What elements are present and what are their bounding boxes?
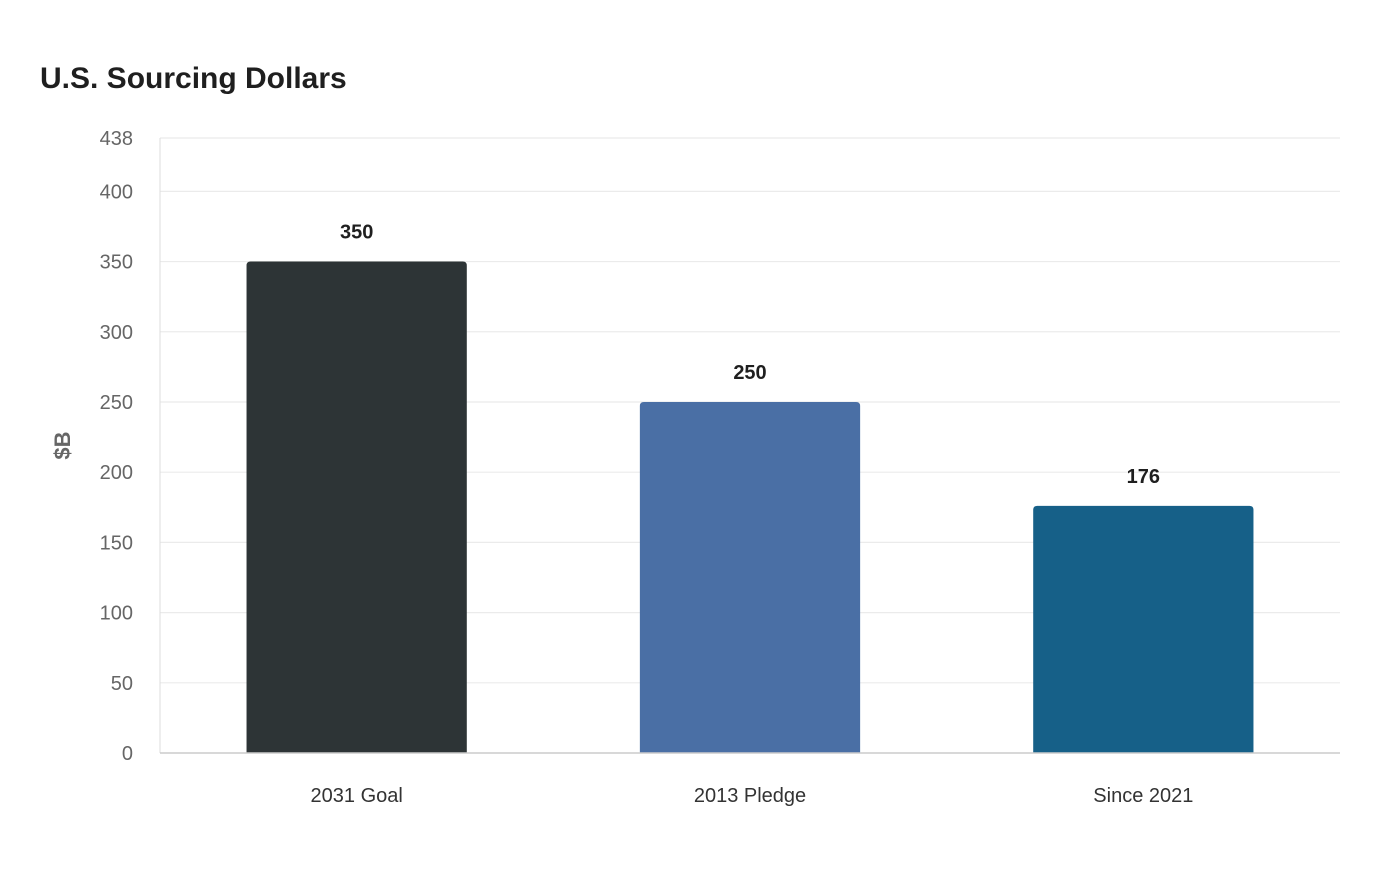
y-axis-title: $B xyxy=(50,431,75,459)
bar-value-label: 350 xyxy=(340,222,373,244)
y-tick-label: 150 xyxy=(100,532,133,554)
x-category-label: 2031 Goal xyxy=(311,785,403,807)
x-category-label: Since 2021 xyxy=(1093,785,1193,807)
bar-2031-goal xyxy=(246,261,467,753)
y-tick-label: 350 xyxy=(100,252,133,274)
y-tick-label: 50 xyxy=(111,673,133,695)
y-tick-label: 200 xyxy=(100,462,133,484)
bars: 350 250 176 xyxy=(246,222,1254,753)
bar-value-label: 250 xyxy=(733,362,766,384)
y-tick-label: 400 xyxy=(100,181,133,203)
chart-title: U.S. Sourcing Dollars xyxy=(40,62,347,95)
bar-value-label: 176 xyxy=(1127,466,1160,488)
x-category-label: 2013 Pledge xyxy=(694,785,806,807)
y-tick-label: 438 xyxy=(100,128,133,150)
y-tick-label: 250 xyxy=(100,392,133,414)
y-tick-label: 300 xyxy=(100,322,133,344)
x-axis-labels: 2031 Goal 2013 Pledge Since 2021 xyxy=(311,785,1194,807)
bar-2013-pledge xyxy=(639,401,861,753)
y-tick-label: 0 xyxy=(122,743,133,765)
y-axis-ticks: 0 50 100 150 200 250 300 350 400 438 xyxy=(100,128,133,765)
bar-since-2021 xyxy=(1033,505,1254,753)
y-tick-label: 100 xyxy=(100,603,133,625)
